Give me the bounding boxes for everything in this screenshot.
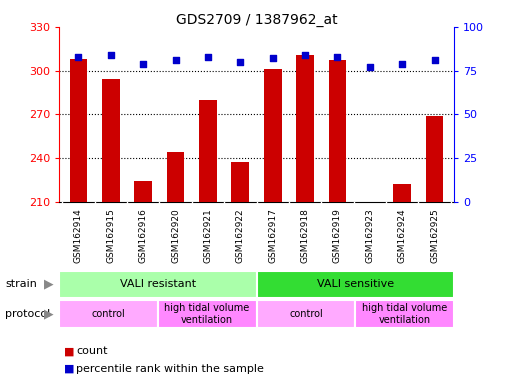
Point	[204, 53, 212, 60]
Bar	[426, 116, 443, 202]
Bar	[59, 300, 158, 328]
Text: ▶: ▶	[45, 308, 54, 320]
Point	[301, 52, 309, 58]
Point	[74, 53, 83, 60]
Text: VALI resistant: VALI resistant	[120, 279, 196, 289]
Bar	[158, 300, 256, 328]
Text: VALI sensitive: VALI sensitive	[317, 279, 394, 289]
Text: GSM162915: GSM162915	[106, 208, 115, 263]
Point	[430, 57, 439, 63]
Bar	[134, 181, 152, 202]
Text: high tidal volume
ventilation: high tidal volume ventilation	[362, 303, 447, 325]
Text: count: count	[76, 346, 107, 356]
Text: GSM162925: GSM162925	[430, 208, 439, 263]
Text: control: control	[289, 309, 323, 319]
Text: GSM162918: GSM162918	[301, 208, 309, 263]
Text: protocol: protocol	[5, 309, 50, 319]
Bar	[167, 152, 185, 202]
Text: GSM162923: GSM162923	[365, 208, 374, 263]
Bar	[355, 300, 454, 328]
Point	[171, 57, 180, 63]
Text: control: control	[91, 309, 125, 319]
Text: GDS2709 / 1387962_at: GDS2709 / 1387962_at	[175, 13, 338, 27]
Point	[269, 55, 277, 61]
Text: percentile rank within the sample: percentile rank within the sample	[76, 364, 264, 374]
Bar	[70, 59, 87, 202]
Text: ▶: ▶	[45, 278, 54, 291]
Text: GSM162917: GSM162917	[268, 208, 277, 263]
Bar	[296, 55, 314, 202]
Bar	[59, 271, 256, 298]
Point	[236, 59, 244, 65]
Bar	[199, 100, 217, 202]
Text: GSM162919: GSM162919	[333, 208, 342, 263]
Point	[139, 61, 147, 67]
Text: strain: strain	[5, 279, 37, 289]
Point	[333, 53, 342, 60]
Text: ■: ■	[64, 364, 74, 374]
Text: high tidal volume
ventilation: high tidal volume ventilation	[165, 303, 250, 325]
Text: GSM162916: GSM162916	[139, 208, 148, 263]
Bar	[231, 162, 249, 202]
Bar	[256, 300, 355, 328]
Point	[366, 64, 374, 70]
Text: GSM162921: GSM162921	[204, 208, 212, 263]
Point	[107, 52, 115, 58]
Text: GSM162920: GSM162920	[171, 208, 180, 263]
Bar	[264, 69, 282, 202]
Bar	[256, 271, 454, 298]
Text: ■: ■	[64, 346, 74, 356]
Bar	[328, 60, 346, 202]
Text: GSM162914: GSM162914	[74, 208, 83, 263]
Bar	[102, 79, 120, 202]
Point	[398, 61, 406, 67]
Text: GSM162922: GSM162922	[236, 208, 245, 263]
Bar	[393, 184, 411, 202]
Text: GSM162924: GSM162924	[398, 208, 407, 263]
